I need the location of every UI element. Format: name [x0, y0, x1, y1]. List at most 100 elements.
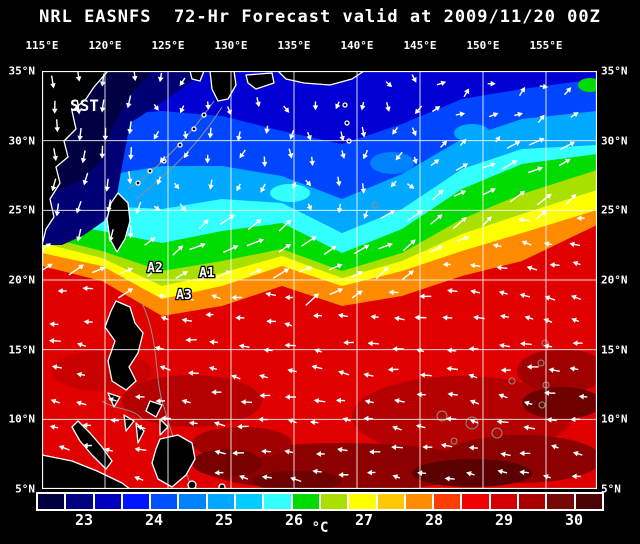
current-arrow	[99, 145, 106, 159]
current-arrow	[469, 399, 480, 405]
current-arrow-head	[541, 210, 548, 216]
current-arrow	[266, 318, 277, 325]
current-arrow	[455, 111, 466, 117]
current-arrow	[306, 203, 312, 211]
current-arrow-head	[412, 158, 418, 165]
current-arrow	[370, 314, 379, 320]
current-arrow-head	[259, 373, 265, 380]
current-arrow	[549, 262, 560, 268]
current-arrow-head	[102, 135, 109, 141]
current-arrow	[417, 470, 426, 476]
current-arrow	[337, 312, 348, 319]
current-arrow-head	[543, 343, 549, 350]
current-arrow-head	[417, 470, 423, 476]
current-arrow-head	[49, 338, 55, 344]
current-arrow-head	[159, 365, 166, 371]
current-arrow	[548, 367, 560, 373]
current-arrow-head	[82, 422, 88, 429]
current-arrow	[342, 417, 351, 423]
current-arrow-head	[185, 337, 191, 343]
current-arrow-head	[539, 114, 545, 121]
current-arrow	[120, 267, 134, 275]
current-arrow	[456, 235, 470, 242]
lon-tick-label: 155°E	[529, 39, 563, 52]
current-arrow	[205, 101, 211, 110]
current-arrow	[313, 312, 323, 319]
current-arrow-head	[258, 238, 265, 244]
current-arrow	[289, 129, 295, 140]
current-arrow-head	[52, 155, 58, 162]
current-arrow-head	[336, 263, 343, 269]
land-mindanao	[151, 434, 196, 488]
current-arrow	[395, 151, 403, 161]
current-arrow-head	[77, 342, 83, 348]
current-arrow-head	[309, 419, 316, 426]
sst-map: A2 A1 A3 SST	[38, 68, 607, 491]
current-arrow	[278, 243, 292, 253]
current-arrow	[559, 141, 576, 151]
current-arrow	[57, 288, 67, 294]
current-arrow-head	[490, 80, 496, 87]
current-arrow-head	[411, 76, 417, 83]
current-arrow-head	[498, 393, 505, 399]
current-arrow	[390, 180, 397, 188]
current-arrow	[82, 172, 89, 186]
current-arrow-head	[306, 266, 313, 272]
current-arrow	[442, 314, 453, 321]
current-arrow-head	[183, 152, 190, 159]
current-arrow	[272, 268, 290, 279]
current-arrow-head	[204, 158, 211, 164]
current-arrow-head	[211, 294, 217, 300]
current-arrow-head	[343, 339, 349, 346]
eddy-annotation: A2	[147, 261, 163, 276]
current-arrow-head	[284, 449, 290, 455]
current-arrow-head	[394, 315, 400, 322]
current-arrow-head	[369, 449, 375, 455]
current-arrow-head	[209, 339, 215, 345]
colorbar-cell	[122, 494, 150, 509]
current-arrow-head	[392, 346, 398, 352]
current-arrow	[337, 446, 348, 453]
current-arrow-head	[100, 81, 106, 87]
current-arrow-head	[284, 394, 290, 400]
current-arrow	[571, 473, 581, 480]
current-arrow-head	[75, 76, 82, 82]
current-arrow	[238, 343, 250, 350]
current-arrow-head	[182, 133, 189, 140]
current-arrow	[429, 245, 443, 254]
current-arrow	[127, 121, 133, 135]
current-arrow	[136, 424, 146, 431]
current-arrow-head	[76, 236, 82, 242]
current-arrow-head	[213, 421, 220, 427]
colorbar-cell	[377, 494, 404, 509]
current-arrow-head	[126, 102, 132, 109]
current-arrow	[50, 178, 57, 192]
current-arrow	[419, 372, 432, 378]
current-arrow	[76, 228, 82, 242]
current-arrow-head	[284, 322, 290, 328]
colorbar-cell	[94, 494, 121, 509]
current-arrow-head	[446, 347, 453, 354]
current-arrow	[153, 130, 160, 140]
current-arrow	[351, 290, 363, 299]
current-arrow-head	[444, 475, 450, 482]
current-arrow	[104, 178, 111, 192]
current-arrow-head	[211, 389, 217, 395]
current-arrow-head	[337, 312, 344, 319]
current-arrow	[189, 242, 206, 251]
current-arrow-head	[395, 154, 401, 161]
current-arrow	[235, 315, 245, 321]
current-arrow	[419, 293, 432, 300]
current-arrow-head	[572, 260, 579, 267]
current-arrow	[231, 294, 243, 301]
colorbar-tick-label: 23	[74, 511, 94, 529]
current-arrow-head	[58, 445, 65, 451]
current-arrow-head	[569, 141, 576, 147]
current-arrow	[305, 293, 319, 307]
current-arrow	[453, 190, 467, 197]
current-arrow	[363, 415, 373, 422]
current-arrow	[226, 106, 232, 116]
current-arrow	[498, 393, 508, 399]
current-arrow	[518, 217, 530, 223]
current-arrow-head	[131, 75, 138, 82]
